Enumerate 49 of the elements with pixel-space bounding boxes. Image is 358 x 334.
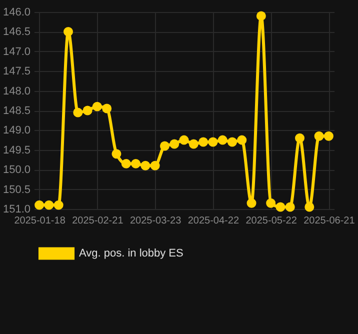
y-tick-label: 146.0 (2, 6, 30, 18)
point (112, 149, 122, 159)
y-tick-label: 150.5 (2, 184, 30, 196)
point (208, 137, 218, 147)
point (285, 202, 295, 212)
x-tick-label: 2025-04-22 (188, 216, 240, 226)
y-tick-label: 149.0 (2, 124, 30, 137)
y-tick-label: 148.0 (2, 85, 30, 98)
point (34, 200, 44, 210)
point (304, 202, 314, 212)
point (160, 141, 170, 151)
point (227, 137, 237, 147)
point (121, 158, 131, 168)
y-tick-label: 146.5 (2, 26, 30, 38)
x-tick-label: 2025-05-22 (246, 216, 298, 226)
point (170, 139, 180, 149)
point (256, 11, 266, 21)
point (44, 200, 54, 210)
point (54, 200, 64, 210)
y-tick-label: 150.0 (2, 164, 30, 176)
point (73, 108, 83, 118)
point (64, 26, 73, 36)
point (150, 160, 160, 170)
point (188, 139, 198, 149)
point (218, 135, 228, 145)
point (295, 133, 304, 143)
point (266, 198, 276, 208)
point (179, 135, 189, 145)
y-tick-label: 147.5 (2, 66, 30, 78)
point (237, 135, 247, 145)
y-tick-label: 148.5 (2, 105, 30, 117)
x-tick-label: 2025-01-18 (14, 216, 66, 226)
y-tick-label: 151.0 (2, 204, 30, 216)
point (82, 106, 92, 116)
legend-label: Avg. pos. in lobby ES (79, 248, 184, 260)
point (246, 198, 256, 208)
point (140, 160, 150, 170)
x-tick-label: 2025-06-21 (304, 216, 356, 226)
y-tick-label: 147.0 (2, 46, 30, 58)
y-tick-label: 149.5 (2, 144, 30, 156)
point (198, 137, 208, 147)
point (131, 158, 141, 168)
x-tick-label: 2025-03-23 (130, 216, 182, 226)
point (324, 131, 334, 141)
point (276, 202, 286, 212)
point (102, 104, 112, 114)
point (314, 131, 324, 141)
point (92, 102, 102, 112)
x-tick-label: 2025-02-21 (72, 216, 124, 226)
